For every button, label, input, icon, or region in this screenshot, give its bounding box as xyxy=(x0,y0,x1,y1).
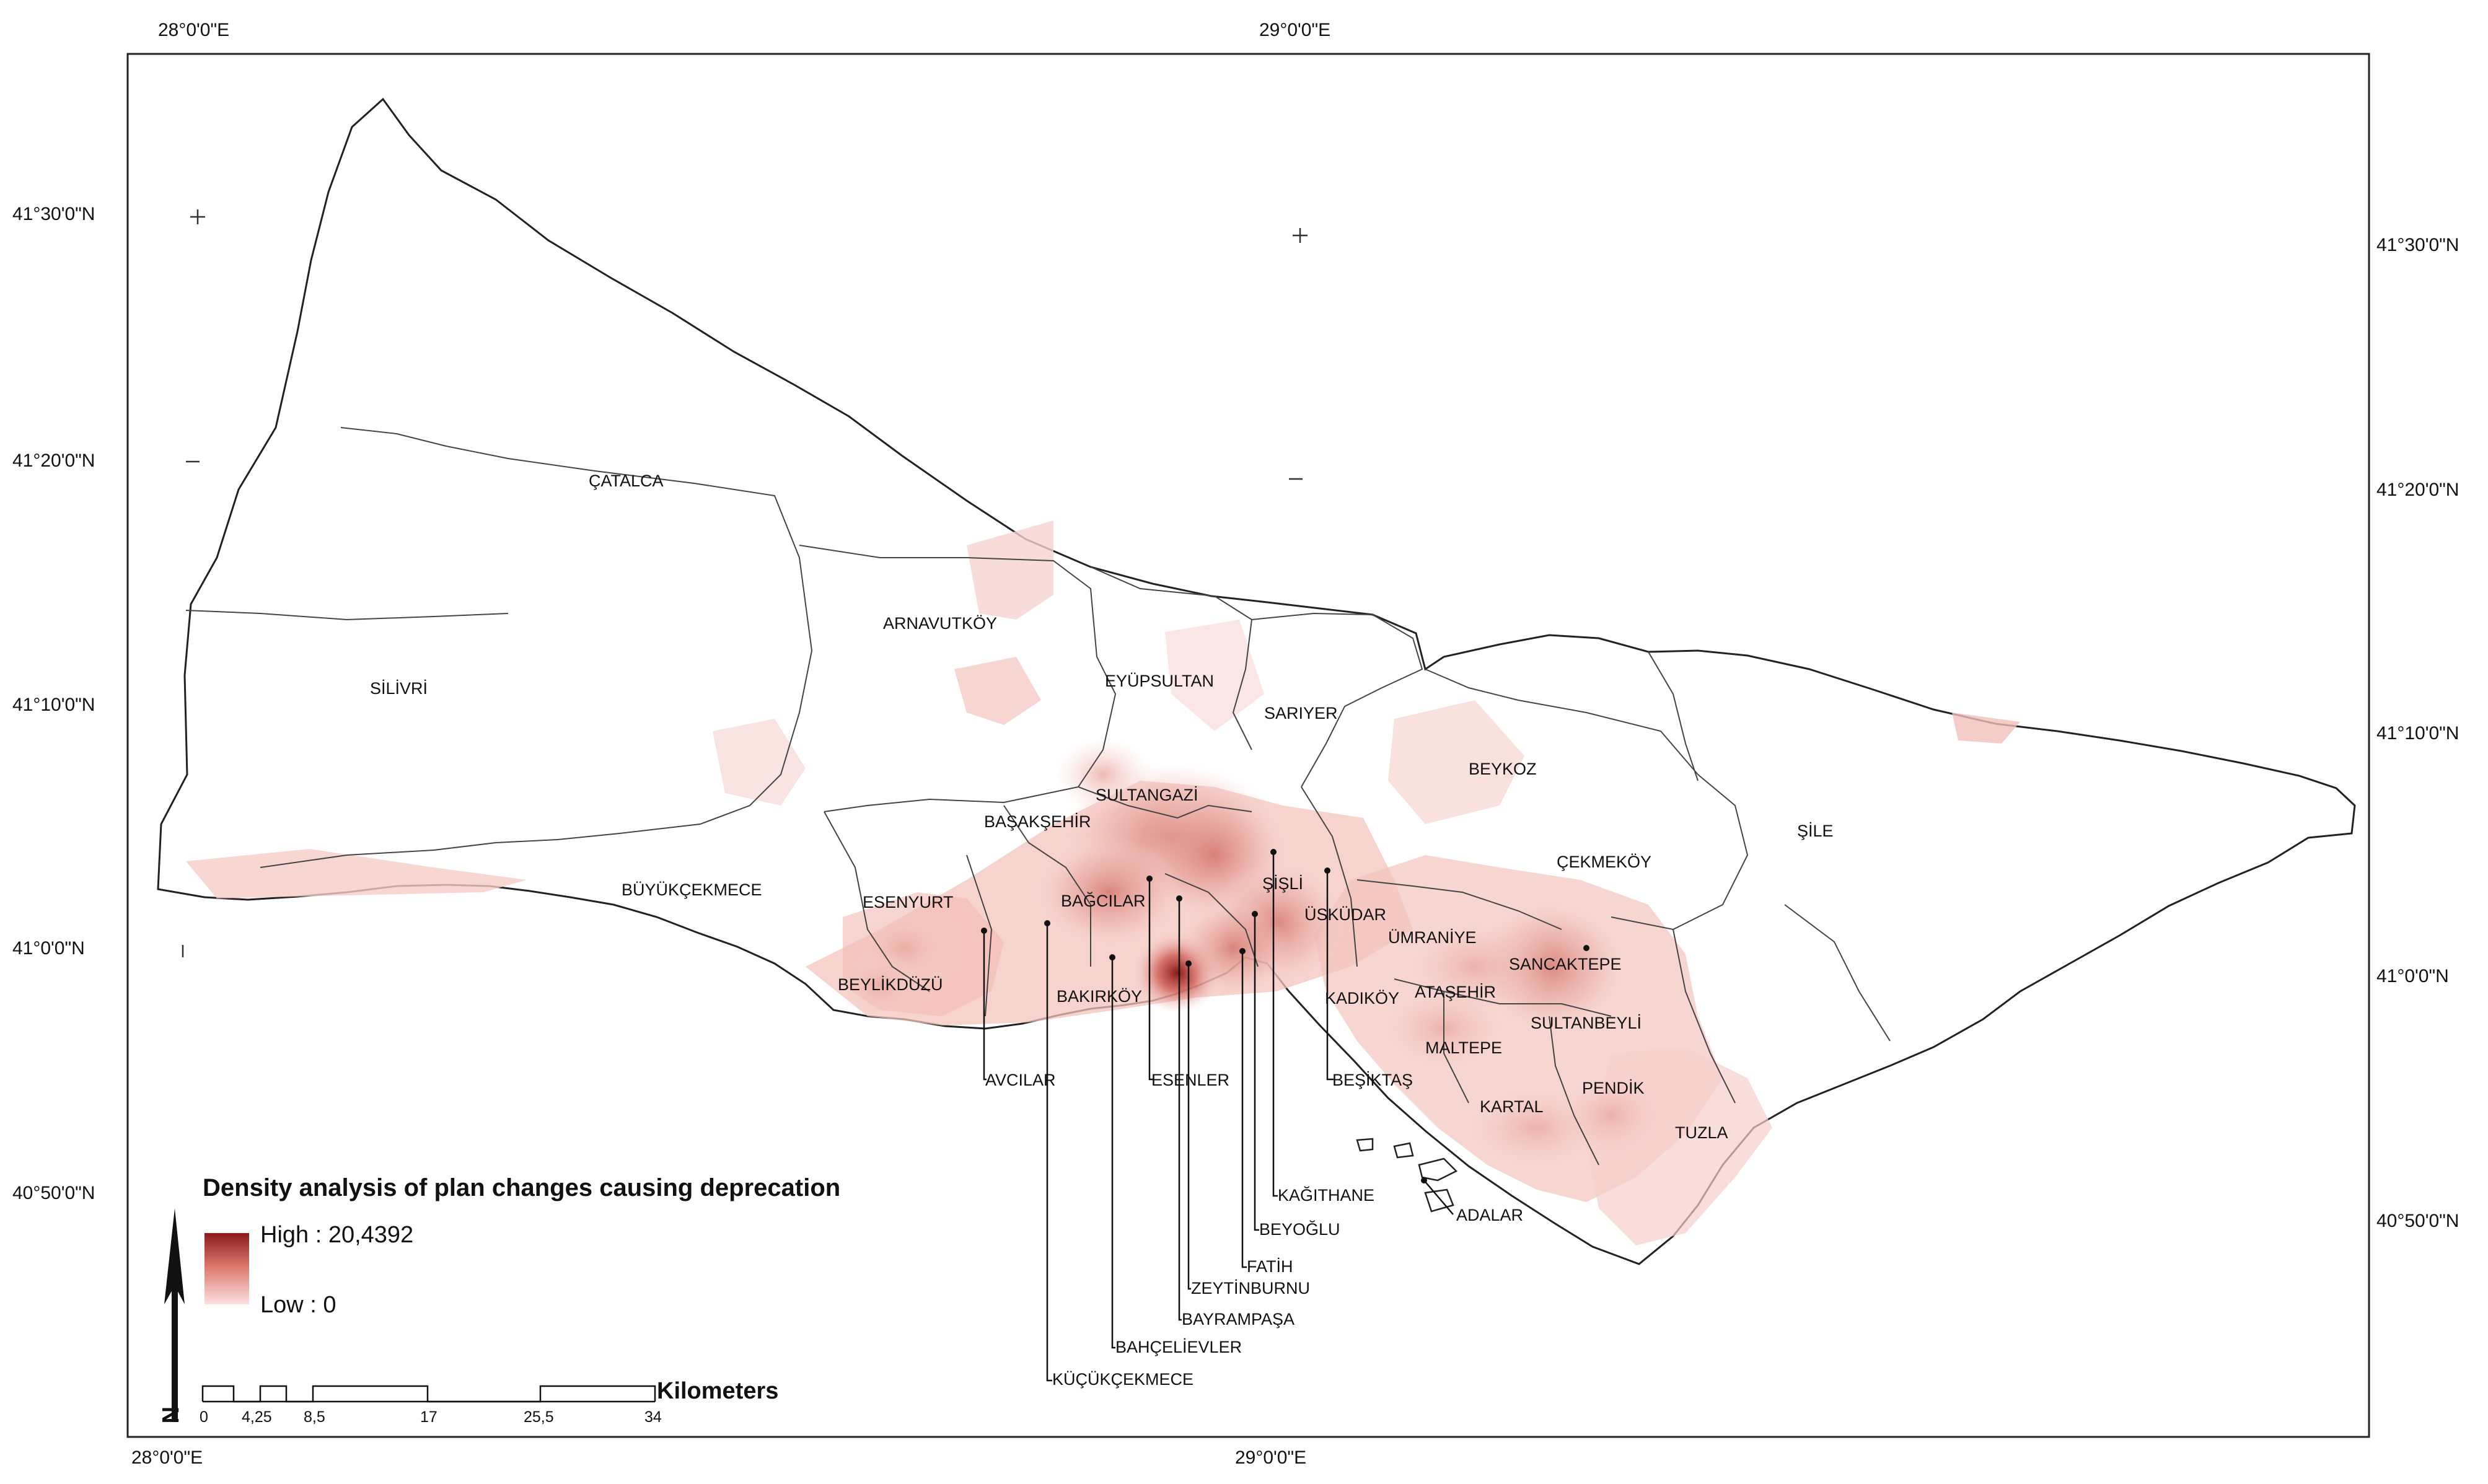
north-arrow-head xyxy=(164,1208,185,1304)
north-arrow: N xyxy=(157,1208,185,1423)
district-label-sultanbeyli: SULTANBEYLİ xyxy=(1531,1013,1642,1032)
scale-tick-0: 0 xyxy=(200,1408,208,1426)
district-labels: ÇATALCA SİLİVRİ ARNAVUTKÖY EYÜPSULTAN SA… xyxy=(370,472,1834,1389)
scale-tick-5: 34 xyxy=(644,1408,662,1426)
district-label-arnavutkoy: ARNAVUTKÖY xyxy=(883,614,997,633)
legend: Density analysis of plan changes causing… xyxy=(203,1174,840,1318)
district-label-kagithane: KAĞITHANE xyxy=(1278,1185,1374,1205)
district-label-atasehir: ATAŞEHİR xyxy=(1415,982,1496,1001)
scale-tick-2: 8,5 xyxy=(304,1408,325,1426)
district-label-beyoglu: BEYOĞLU xyxy=(1259,1219,1340,1239)
district-label-sile: ŞİLE xyxy=(1797,821,1834,840)
legend-low-label: Low : 0 xyxy=(260,1292,336,1318)
density-layer xyxy=(186,520,2020,1245)
district-boundaries xyxy=(185,427,1891,1166)
district-label-tuzla: TUZLA xyxy=(1675,1123,1728,1142)
district-label-umraniye: ÜMRANİYE xyxy=(1388,928,1477,947)
right-lat-label-3: 41°10'0"N xyxy=(2376,723,2459,744)
district-label-sultangazi: SULTANGAZİ xyxy=(1096,785,1198,804)
north-arrow-label: N xyxy=(157,1407,183,1423)
district-label-kartal: KARTAL xyxy=(1480,1097,1544,1116)
scale-tick-3: 17 xyxy=(420,1408,437,1426)
district-label-esenler: ESENLER xyxy=(1151,1071,1229,1089)
left-lat-label-4: 41°0'0"N xyxy=(12,938,85,959)
legend-gradient-swatch xyxy=(204,1233,249,1304)
district-label-sisli: ŞİŞLİ xyxy=(1262,874,1303,893)
district-label-eyupsultan: EYÜPSULTAN xyxy=(1105,672,1214,690)
right-lat-label-5: 40°50'0"N xyxy=(2376,1211,2459,1231)
district-label-cekmekoy: ÇEKMEKÖY xyxy=(1557,853,1651,871)
top-lon-label-2: 29°0'0"E xyxy=(1259,20,1330,40)
district-label-sancaktepe: SANCAKTEPE xyxy=(1509,955,1622,973)
right-lat-label-1: 41°30'0"N xyxy=(2376,235,2459,255)
district-label-sariyer: SARIYER xyxy=(1264,704,1338,722)
right-lat-label-2: 41°20'0"N xyxy=(2376,480,2459,500)
district-label-bahcelievler: BAHÇELİEVLER xyxy=(1115,1337,1242,1356)
district-label-maltepe: MALTEPE xyxy=(1425,1038,1502,1057)
district-label-kucukcekmece: KÜÇÜKÇEKMECE xyxy=(1052,1370,1193,1389)
district-label-adalar: ADALAR xyxy=(1456,1206,1523,1224)
right-lat-label-4: 41°0'0"N xyxy=(2376,966,2449,986)
islands xyxy=(1356,1138,1458,1213)
district-label-catalca: ÇATALCA xyxy=(589,472,664,490)
district-label-beylikduzu: BEYLİKDÜZÜ xyxy=(838,975,943,994)
district-label-buyukcekmece: BÜYÜKÇEKMECE xyxy=(622,880,762,899)
scale-unit-label: Kilometers xyxy=(657,1378,778,1404)
left-lat-label-5: 40°50'0"N xyxy=(12,1183,95,1203)
district-label-beykoz: BEYKOZ xyxy=(1469,760,1537,778)
district-label-bagcilar: BAĞCILAR xyxy=(1061,891,1146,910)
top-lon-label-1: 28°0'0"E xyxy=(158,20,229,40)
bottom-lon-label-2: 29°0'0"E xyxy=(1235,1447,1306,1468)
district-label-kadikoy: KADIKÖY xyxy=(1325,989,1399,1008)
district-label-avcilar: AVCILAR xyxy=(985,1071,1056,1089)
left-lat-label-1: 41°30'0"N xyxy=(12,204,95,224)
label-leaders xyxy=(981,849,1589,1382)
graticule-marks xyxy=(182,209,1308,957)
district-label-pendik: PENDİK xyxy=(1582,1078,1645,1097)
left-lat-label-2: 41°20'0"N xyxy=(12,450,95,471)
district-label-silivri: SİLİVRİ xyxy=(370,678,428,698)
district-label-uskudar: ÜSKÜDAR xyxy=(1304,905,1386,924)
legend-title: Density analysis of plan changes causing… xyxy=(203,1174,840,1201)
district-label-fatih: FATİH xyxy=(1247,1257,1293,1276)
district-label-bakirkoy: BAKIRKÖY xyxy=(1057,987,1142,1006)
bottom-lon-label-1: 28°0'0"E xyxy=(131,1447,203,1468)
scale-bar: 0 4,25 8,5 17 25,5 34 Kilometers xyxy=(200,1378,778,1426)
scale-tick-4: 25,5 xyxy=(524,1408,554,1426)
graticule-labels: 28°0'0"E 29°0'0"E 28°0'0"E 29°0'0"E 41°3… xyxy=(12,20,2459,1468)
scale-tick-1: 4,25 xyxy=(242,1408,272,1426)
district-label-zeytinburnu: ZEYTİNBURNU xyxy=(1191,1278,1310,1297)
district-label-besiktas: BEŞİKTAŞ xyxy=(1332,1070,1413,1089)
district-label-esenyurt: ESENYURT xyxy=(863,893,954,911)
district-label-bayrampasa: BAYRAMPAŞA xyxy=(1182,1310,1295,1328)
left-lat-label-3: 41°10'0"N xyxy=(12,695,95,715)
legend-high-label: High : 20,4392 xyxy=(260,1222,413,1248)
district-label-basaksehir: BAŞAKŞEHİR xyxy=(984,812,1091,831)
